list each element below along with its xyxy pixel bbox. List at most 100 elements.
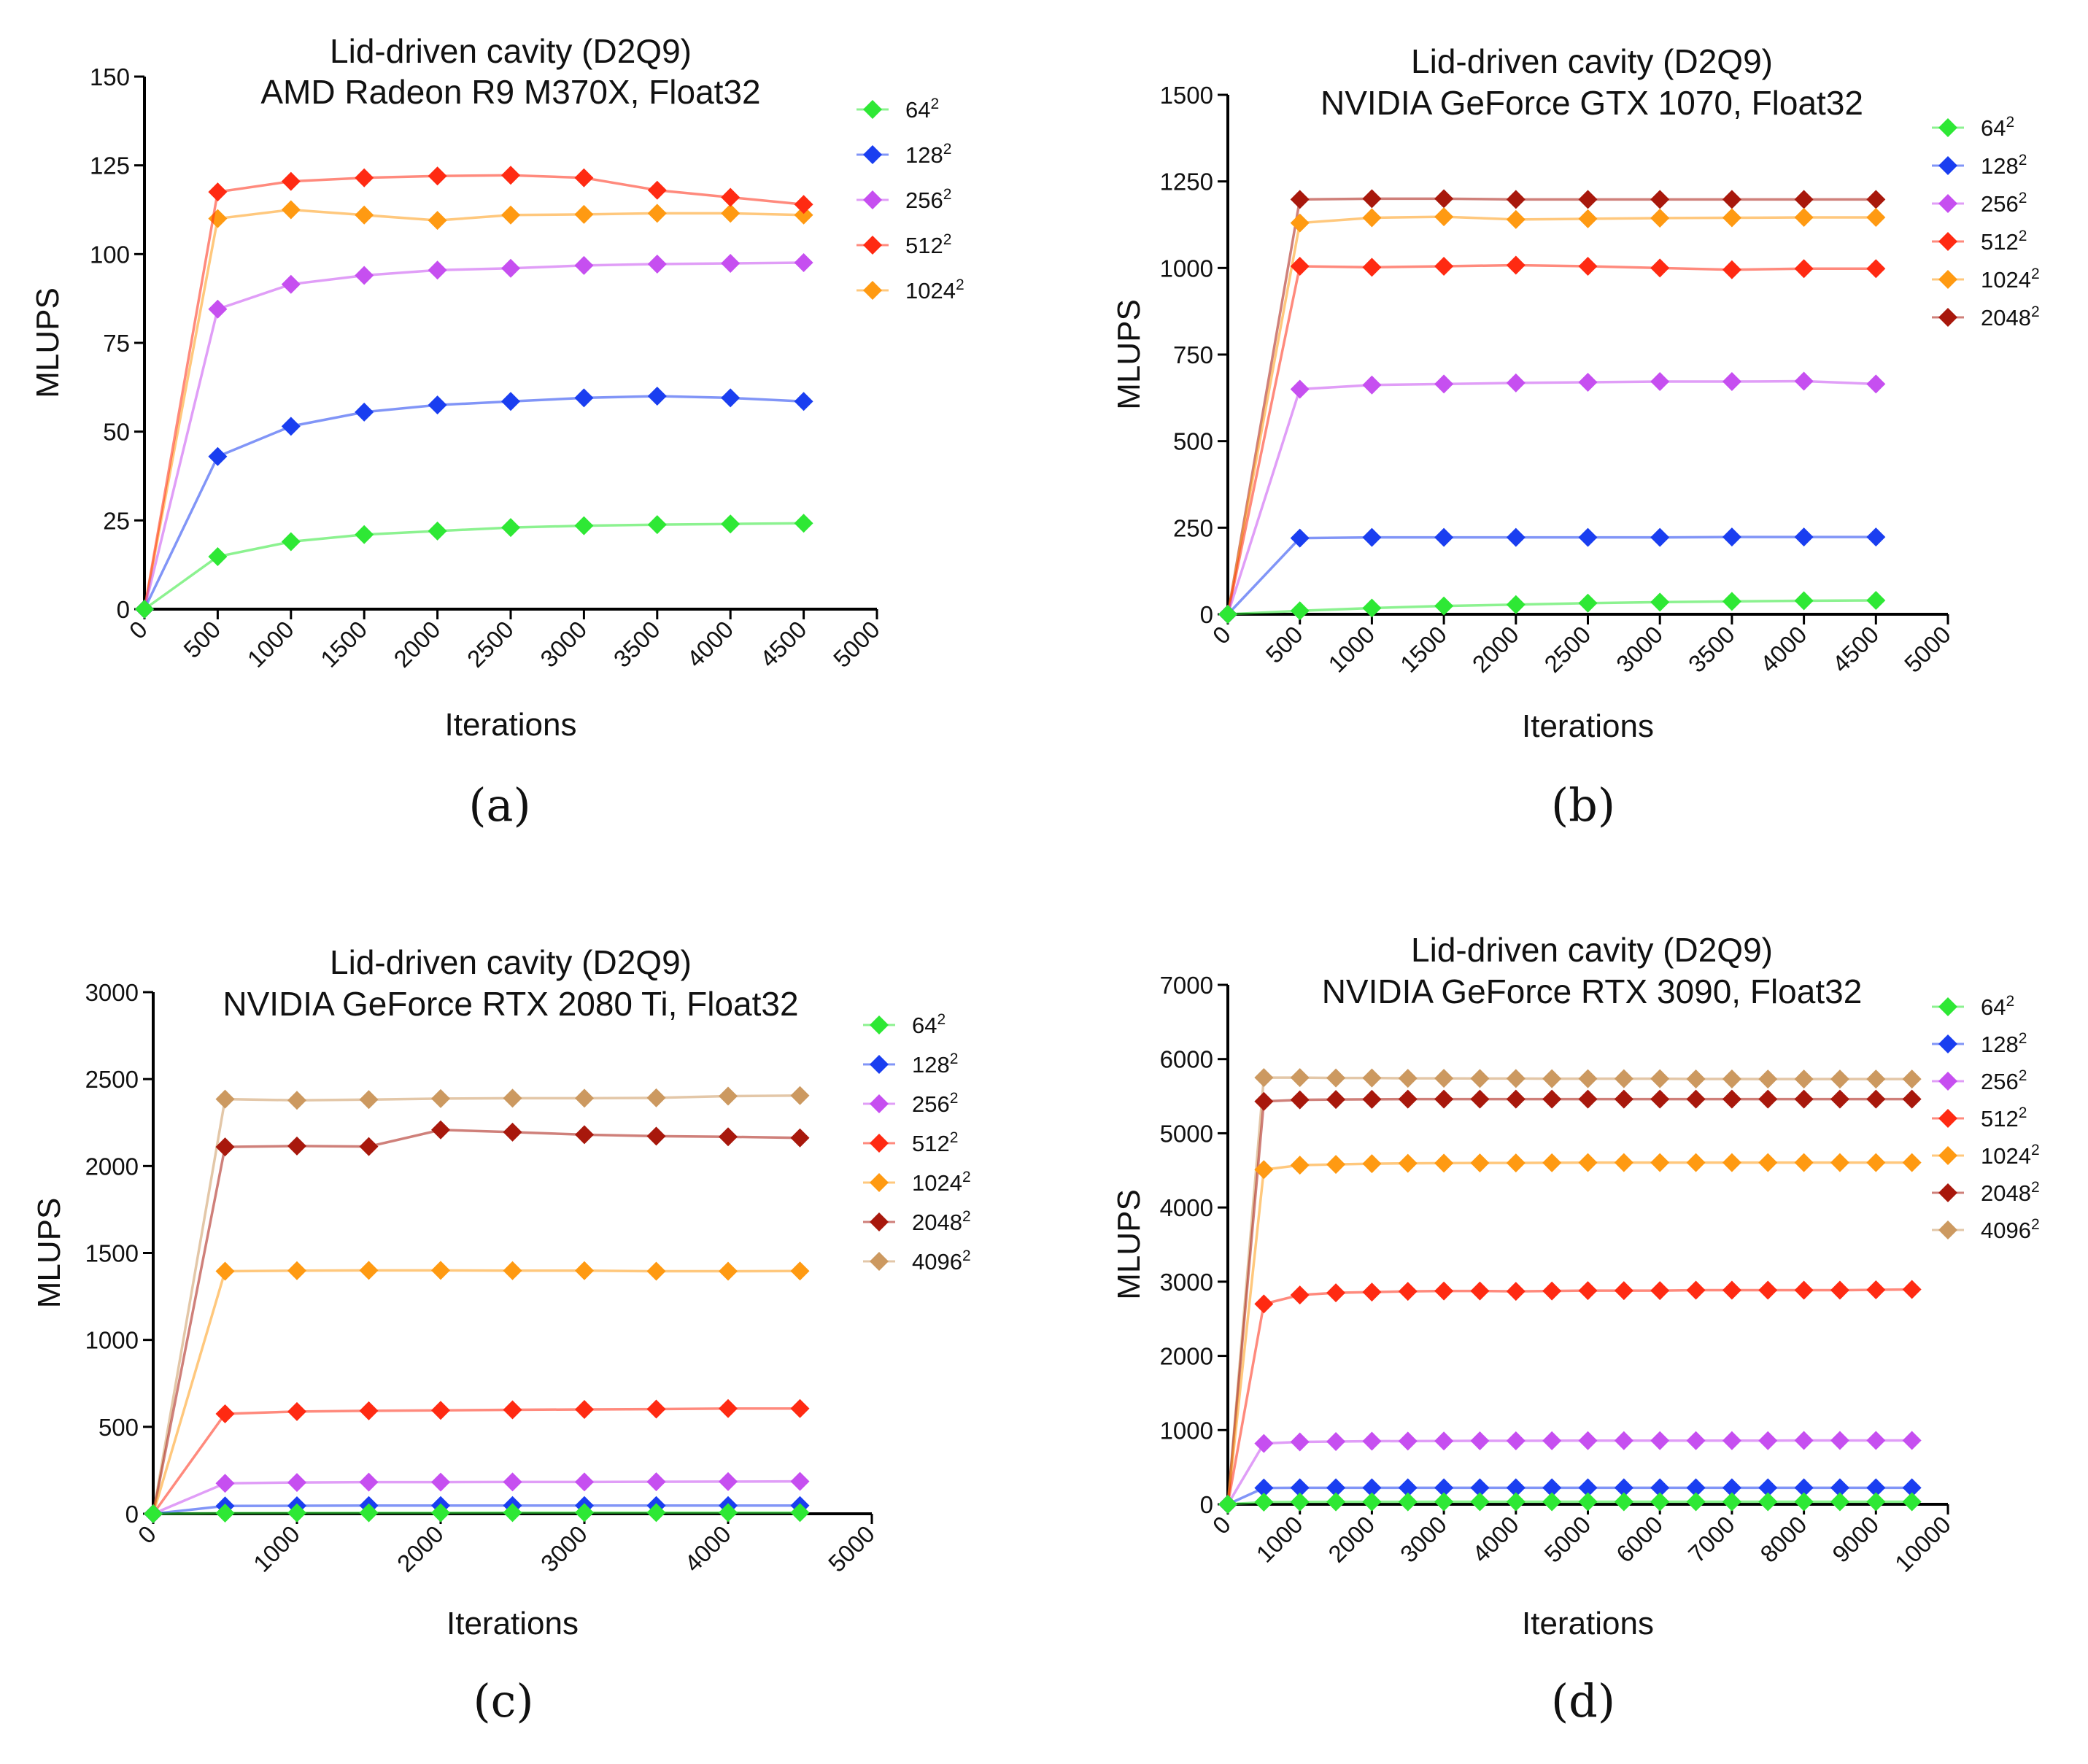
legend-label-1024: 10242 — [912, 1169, 971, 1196]
x-tick-label: 7000 — [1683, 1511, 1740, 1568]
data-point-64 — [503, 1503, 522, 1523]
y-tick-label: 0 — [1200, 1491, 1213, 1518]
legend-exponent: 2 — [2031, 1179, 2040, 1196]
data-point-256 — [1362, 1431, 1382, 1451]
legend-exponent: 2 — [950, 1090, 959, 1107]
data-point-128 — [1434, 527, 1454, 547]
data-point-512 — [1362, 1283, 1382, 1302]
data-point-64 — [1722, 592, 1741, 611]
legend-label-512: 5122 — [1981, 1105, 2027, 1131]
y-tick-label: 0 — [1200, 601, 1213, 628]
data-point-2048 — [1650, 190, 1670, 209]
data-point-128 — [1650, 1478, 1670, 1498]
data-point-256 — [287, 1473, 306, 1493]
data-point-64 — [355, 525, 374, 544]
data-point-1024 — [355, 205, 374, 225]
data-point-256 — [647, 254, 667, 274]
legend-label-2048: 20482 — [1981, 303, 2040, 330]
data-point-256 — [1578, 372, 1598, 392]
data-point-512 — [1866, 1280, 1886, 1300]
series-line-4096 — [152, 1094, 800, 1515]
data-point-256 — [355, 266, 374, 285]
data-point-2048 — [1722, 1089, 1741, 1109]
x-tick-label: 4000 — [1467, 1511, 1524, 1568]
legend-exponent: 2 — [930, 96, 939, 112]
legend-exponent: 2 — [2019, 190, 2027, 206]
x-tick-label: 9000 — [1827, 1511, 1884, 1568]
data-point-1024 — [790, 1261, 810, 1281]
data-point-128 — [281, 417, 301, 436]
data-point-512 — [359, 1401, 379, 1420]
legend-label-1024: 10242 — [1981, 266, 2040, 293]
data-point-2048 — [1362, 189, 1382, 209]
data-point-512 — [431, 1401, 450, 1420]
y-tick-label: 7000 — [1160, 972, 1213, 999]
legend-label-256: 2562 — [1981, 1067, 2027, 1094]
data-point-4096 — [1398, 1069, 1418, 1088]
data-point-4096 — [215, 1089, 235, 1109]
data-point-4096 — [1650, 1069, 1670, 1088]
legend-label-2048: 20482 — [1981, 1179, 2040, 1206]
series-line-512 — [143, 174, 804, 610]
y-tick-label: 0 — [117, 596, 130, 623]
data-point-2048 — [1830, 1089, 1849, 1109]
data-point-2048 — [1650, 1089, 1670, 1109]
chart-title-line: Lid-driven cavity (D2Q9) — [1411, 42, 1773, 80]
panel-b: Lid-driven cavity (D2Q9) NVIDIA GeForce G… — [1111, 42, 2040, 832]
data-point-64 — [1578, 1492, 1598, 1512]
data-point-1024 — [1650, 208, 1670, 228]
data-point-4096 — [1722, 1069, 1741, 1088]
data-point-128 — [1506, 527, 1526, 547]
data-point-2048 — [1794, 1089, 1814, 1109]
data-point-128 — [1542, 1478, 1562, 1498]
data-point-4096 — [287, 1091, 306, 1110]
data-point-512 — [1290, 256, 1310, 276]
data-point-2048 — [1614, 1089, 1633, 1109]
data-point-128 — [1254, 1478, 1274, 1498]
series-line-128 — [1226, 535, 1876, 616]
y-tick-label: 6000 — [1160, 1046, 1213, 1073]
data-point-512 — [721, 187, 741, 207]
x-tick-label: 5000 — [828, 616, 885, 673]
data-point-256 — [1470, 1431, 1490, 1451]
data-point-128 — [1794, 1478, 1814, 1498]
y-axis-label: MLUPS — [1111, 1189, 1147, 1300]
data-point-512 — [1650, 258, 1670, 278]
panel-caption: (a) — [468, 778, 530, 832]
data-point-4096 — [1506, 1069, 1526, 1088]
data-point-64 — [575, 1503, 594, 1523]
x-tick-label: 0 — [1207, 621, 1236, 649]
data-point-64 — [1650, 592, 1670, 612]
data-point-4096 — [1794, 1069, 1814, 1089]
data-point-256 — [1434, 1431, 1454, 1451]
data-point-1024 — [431, 1261, 450, 1280]
data-point-512 — [1362, 258, 1382, 277]
data-point-4096 — [790, 1086, 810, 1105]
data-point-1024 — [1758, 1153, 1778, 1172]
data-point-512 — [1686, 1280, 1706, 1300]
x-tick-label: 10000 — [1890, 1511, 1956, 1577]
data-point-512 — [1614, 1281, 1633, 1301]
data-point-1024 — [1578, 1153, 1598, 1172]
data-point-128 — [1362, 527, 1382, 547]
data-point-1024 — [1434, 1153, 1454, 1173]
data-point-64 — [287, 1503, 306, 1523]
data-point-512 — [1398, 1282, 1418, 1301]
data-point-128 — [1758, 1478, 1778, 1498]
data-point-256 — [428, 260, 447, 280]
chart-title-line: AMD Radeon R9 M370X, Float32 — [260, 73, 760, 111]
data-point-2048 — [1434, 1089, 1454, 1109]
data-point-2048 — [1866, 190, 1886, 209]
legend-label-2048: 20482 — [912, 1208, 971, 1235]
data-point-2048 — [1398, 1089, 1418, 1109]
data-point-64 — [281, 532, 301, 552]
panel-caption: (c) — [473, 1674, 533, 1728]
data-point-64 — [1722, 1492, 1741, 1512]
legend-exponent: 2 — [962, 1169, 971, 1185]
data-point-256 — [1434, 374, 1454, 394]
data-point-1024 — [501, 205, 520, 225]
data-point-1024 — [1506, 209, 1526, 229]
data-point-1024 — [1290, 213, 1310, 233]
data-point-64 — [1758, 1492, 1778, 1512]
series-line-64 — [152, 1511, 800, 1515]
